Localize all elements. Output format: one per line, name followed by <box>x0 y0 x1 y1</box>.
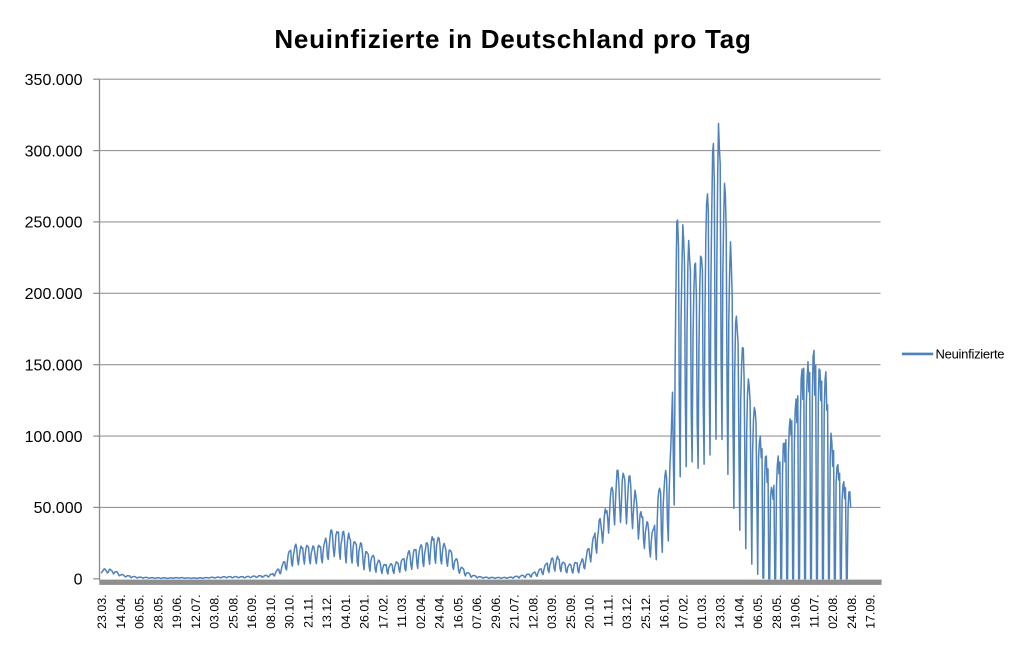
svg-text:19.06.: 19.06. <box>170 594 184 628</box>
svg-text:03.09.: 03.09. <box>545 594 559 628</box>
svg-text:17.02.: 17.02. <box>376 594 390 628</box>
svg-text:13.12.: 13.12. <box>320 594 334 628</box>
svg-text:19.06.: 19.06. <box>789 594 803 628</box>
svg-text:Neuinfizierte: Neuinfizierte <box>936 347 1005 362</box>
svg-text:24.08.: 24.08. <box>845 594 859 628</box>
svg-text:20.10.: 20.10. <box>583 594 597 628</box>
svg-text:01.03.: 01.03. <box>695 594 709 628</box>
svg-text:14.04.: 14.04. <box>114 594 128 628</box>
svg-text:25.12.: 25.12. <box>639 594 653 628</box>
svg-text:26.01.: 26.01. <box>358 594 372 628</box>
svg-text:23.03.: 23.03. <box>714 594 728 628</box>
svg-text:16.05.: 16.05. <box>451 594 465 628</box>
svg-text:350.000: 350.000 <box>25 72 83 89</box>
svg-text:14.04.: 14.04. <box>733 594 747 628</box>
svg-text:25.08.: 25.08. <box>226 594 240 628</box>
svg-text:28.05.: 28.05. <box>151 594 165 628</box>
svg-text:06.05.: 06.05. <box>751 594 765 628</box>
svg-text:25.09.: 25.09. <box>564 594 578 628</box>
svg-text:08.10.: 08.10. <box>264 594 278 628</box>
svg-text:29.06.: 29.06. <box>489 594 503 628</box>
svg-text:17.09.: 17.09. <box>864 594 878 628</box>
svg-text:02.04.: 02.04. <box>414 594 428 628</box>
svg-text:16.01.: 16.01. <box>658 594 672 628</box>
svg-text:50.000: 50.000 <box>34 500 83 517</box>
svg-text:200.000: 200.000 <box>25 286 83 303</box>
svg-text:03.12.: 03.12. <box>620 594 634 628</box>
svg-text:300.000: 300.000 <box>25 143 83 160</box>
svg-text:100.000: 100.000 <box>25 429 83 446</box>
svg-text:21.11.: 21.11. <box>301 594 315 628</box>
svg-text:150.000: 150.000 <box>25 358 83 375</box>
svg-text:04.01.: 04.01. <box>339 594 353 628</box>
svg-text:0: 0 <box>74 572 83 589</box>
svg-text:07.06.: 07.06. <box>470 594 484 628</box>
svg-text:28.05.: 28.05. <box>770 594 784 628</box>
svg-text:07.02.: 07.02. <box>676 594 690 628</box>
svg-text:12.08.: 12.08. <box>526 594 540 628</box>
svg-text:30.10.: 30.10. <box>283 594 297 628</box>
svg-text:16.09.: 16.09. <box>245 594 259 628</box>
svg-text:06.05.: 06.05. <box>133 594 147 628</box>
svg-text:11.11.: 11.11. <box>601 594 615 627</box>
svg-text:24.04.: 24.04. <box>433 594 447 628</box>
svg-text:11.07.: 11.07. <box>808 594 822 628</box>
svg-text:11.03.: 11.03. <box>395 594 409 628</box>
svg-text:12.07.: 12.07. <box>189 594 203 628</box>
svg-text:02.08.: 02.08. <box>826 594 840 628</box>
svg-text:Neuinfizierte in Deutschland p: Neuinfizierte in Deutschland pro Tag <box>274 24 751 54</box>
svg-text:250.000: 250.000 <box>25 215 83 232</box>
svg-text:03.08.: 03.08. <box>208 594 222 628</box>
svg-text:23.03.: 23.03. <box>95 594 109 628</box>
svg-text:21.07.: 21.07. <box>508 594 522 628</box>
